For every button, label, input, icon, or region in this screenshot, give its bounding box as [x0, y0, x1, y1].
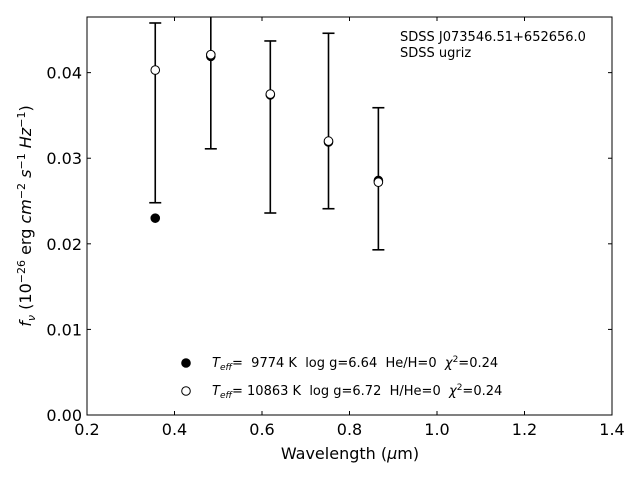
- axis-ticks: 0.2 0.4 0.6 0.8 1.0 1.2 1.4 0.00 0.01 0.02 0.03 0.0…: [46, 17, 625, 439]
- y-tick-label: 0.02: [46, 235, 82, 254]
- x-tick-label: 0.8: [337, 420, 362, 439]
- annotation-object: SDSS J073546.51+652656.0: [400, 30, 586, 45]
- open-marker: [373, 177, 384, 187]
- filled-marker: [150, 213, 161, 223]
- legend-marker-filled: [181, 358, 191, 368]
- legend: Teff= 9774 K log g=6.64 He/H=0 χ2=0.24 T…: [181, 355, 502, 401]
- open-marker: [323, 136, 334, 146]
- legend-teff-1: 9774 K: [251, 356, 297, 371]
- legend-label-2: Teff= 10863 K log g=6.72 H/He=0 χ2=0.24: [212, 383, 502, 401]
- x-tick-label: 0.4: [162, 420, 187, 439]
- y-tick-label: 0.00: [46, 406, 82, 425]
- y-tick-label: 0.01: [46, 320, 82, 339]
- legend-logg-2: log g=6.72: [309, 384, 381, 399]
- x-tick-label: 1.0: [424, 420, 449, 439]
- error-bars: [149, 17, 385, 251]
- legend-logg-1: log g=6.64: [305, 356, 377, 371]
- x-tick-label: 1.2: [512, 420, 537, 439]
- legend-teff-2: 10863 K: [247, 384, 301, 399]
- x-tick-label: 0.6: [249, 420, 274, 439]
- y-tick-label: 0.03: [46, 149, 82, 168]
- legend-comp-2: H/He=0: [390, 384, 441, 399]
- open-marker: [265, 89, 276, 99]
- data-markers: [150, 49, 384, 223]
- annotation-survey: SDSS ugriz: [400, 46, 471, 61]
- y-tick-label: 0.04: [46, 64, 82, 83]
- legend-chi2-1: =0.24: [458, 356, 498, 371]
- legend-chi2-2: =0.24: [462, 384, 502, 399]
- legend-marker-open: [181, 386, 191, 396]
- open-marker: [150, 65, 161, 75]
- legend-comp-1: He/H=0: [386, 356, 437, 371]
- x-axis-label: Wavelength (μm): [281, 444, 419, 463]
- legend-label-1: Teff= 9774 K log g=6.64 He/H=0 χ2=0.24: [212, 355, 498, 373]
- open-marker: [206, 49, 216, 60]
- x-tick-label: 0.2: [74, 420, 99, 439]
- x-tick-label: 1.4: [599, 420, 624, 439]
- y-axis-label: fν (10−26 erg cm−2 s−1 Hz−1): [15, 105, 38, 326]
